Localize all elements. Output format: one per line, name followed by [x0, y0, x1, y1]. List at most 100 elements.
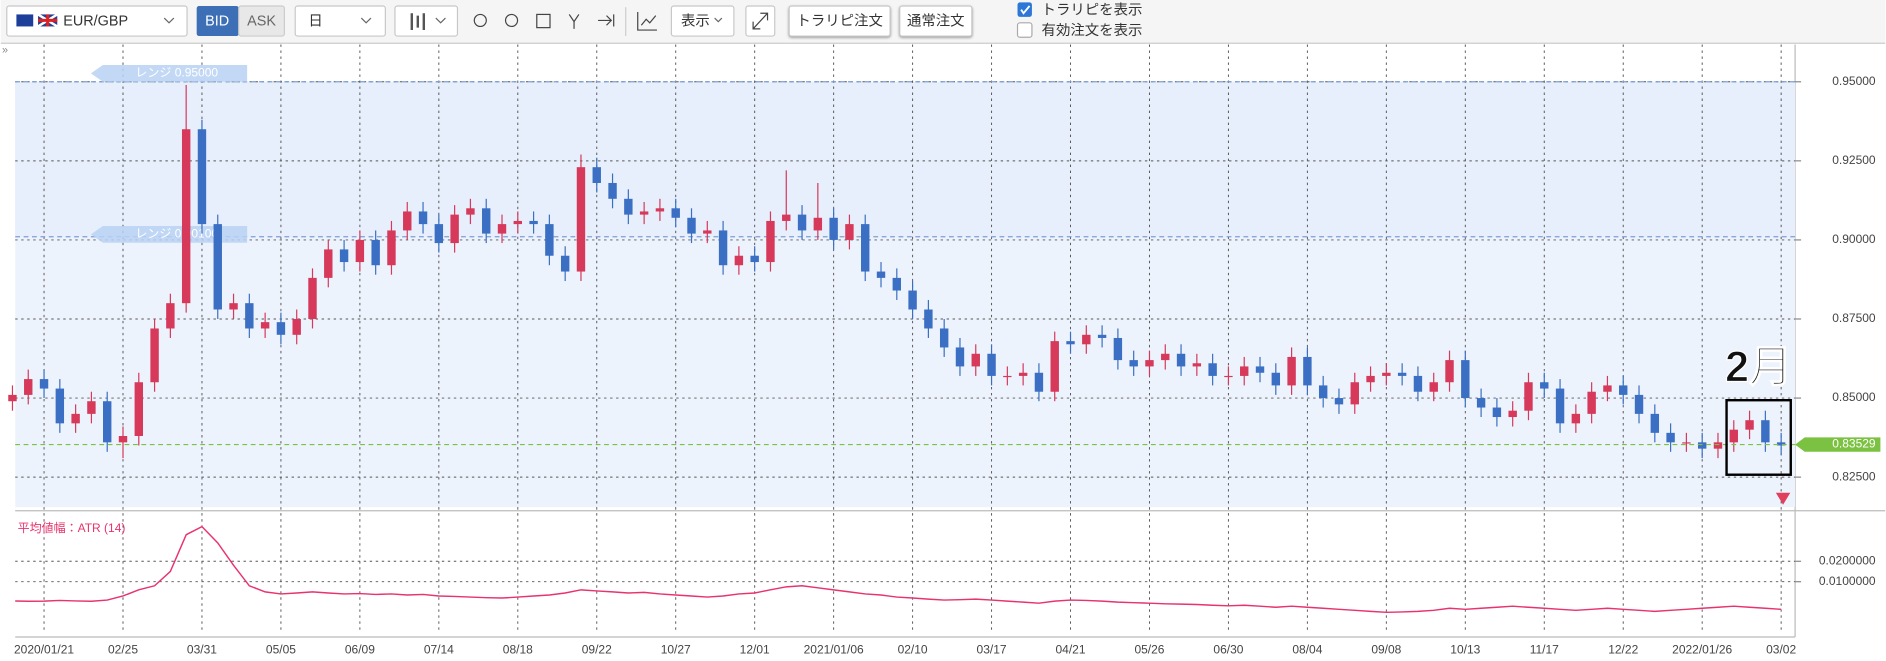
show-trarepi: トラリピを表示	[1042, 2, 1143, 19]
alert-marker	[1775, 492, 1791, 505]
candle-body	[1240, 366, 1249, 376]
candle-body	[513, 220, 523, 225]
x-tick-label: 05/26	[1134, 642, 1164, 656]
candle-body	[718, 230, 728, 266]
y-tick-label: 0.0100000	[1819, 574, 1876, 588]
x-tick-label: 10/27	[661, 642, 691, 656]
candle-body	[797, 214, 807, 231]
chart-type-select[interactable]	[394, 5, 459, 37]
candle-body	[1082, 334, 1091, 345]
y-tick-label: 0.0200000	[1819, 553, 1876, 567]
candle-body	[1382, 372, 1391, 376]
candle-body	[971, 353, 980, 367]
x-tick-label: 2022/01/26	[1672, 642, 1732, 656]
timeframe-select[interactable]	[294, 5, 386, 37]
candle-body	[1145, 360, 1154, 367]
candle-body	[766, 220, 775, 263]
display-select[interactable]	[670, 5, 735, 37]
y-tick-label: 0.92500	[1832, 153, 1876, 167]
checkbox-checked[interactable]	[1017, 2, 1032, 17]
x-tick-label: 03/31	[187, 642, 217, 656]
candle-body	[87, 401, 96, 414]
zoom-out-icon[interactable]	[504, 13, 519, 28]
candle-body	[560, 255, 570, 272]
x-tick-label: 05/05	[266, 642, 296, 656]
candle-body	[1176, 353, 1186, 367]
candle-body	[1603, 385, 1612, 392]
candle-body	[624, 198, 633, 215]
candle-body	[1540, 382, 1549, 389]
candle-body	[687, 217, 696, 234]
candle-body	[1350, 382, 1359, 405]
candle-body	[1208, 363, 1217, 376]
timeframe: 日	[308, 13, 322, 29]
candle-icon	[410, 13, 426, 31]
expand-icon	[752, 12, 769, 30]
candle-body	[197, 129, 207, 225]
trarepi-order-button[interactable]	[788, 5, 891, 37]
y-tick-label: 0.90000	[1832, 232, 1876, 246]
candle-body	[876, 271, 886, 278]
candle-body	[608, 182, 617, 199]
candle-body	[1619, 385, 1628, 395]
candle-body	[1697, 442, 1707, 449]
x-tick-label: 08/04	[1292, 642, 1322, 656]
candle-body	[1745, 420, 1754, 430]
latest-icon[interactable]	[598, 14, 615, 27]
candle-body	[418, 211, 428, 225]
candle-body	[1650, 413, 1660, 433]
atr-title: 平均値幅：ATR (14)	[18, 520, 126, 535]
collapse-arrow[interactable]: »	[2, 44, 8, 56]
candle-body	[497, 224, 507, 234]
candle-body	[403, 211, 412, 231]
candle-body	[1097, 334, 1107, 338]
x-tick-label: 06/09	[345, 642, 375, 656]
candle-body	[1255, 366, 1265, 373]
trarepi-order: トラリピ注文	[796, 12, 882, 29]
candle-body	[39, 379, 49, 389]
candle-body	[1729, 429, 1738, 443]
chevron	[163, 17, 175, 24]
candle-body	[1161, 353, 1170, 361]
candle-body	[529, 220, 538, 225]
candle-body	[1129, 360, 1138, 367]
symbol-select[interactable]	[6, 5, 188, 37]
candle-body	[734, 255, 744, 266]
fit-icon[interactable]	[536, 13, 551, 29]
candle-body	[1524, 382, 1533, 411]
x-tick-label: 12/01	[740, 642, 770, 656]
candle-body	[292, 318, 301, 335]
lock-icon[interactable]	[568, 14, 580, 29]
bid-button[interactable]	[196, 6, 239, 37]
candle-body	[1682, 442, 1691, 444]
candle-body	[1713, 442, 1723, 449]
candle-body	[987, 353, 996, 376]
candle-body	[134, 382, 143, 437]
y-tick-label: 0.87500	[1832, 311, 1876, 325]
x-tick-label: 11/17	[1530, 642, 1559, 656]
candle-body	[1461, 360, 1470, 399]
candle-body	[371, 239, 380, 266]
candle-body	[829, 217, 838, 240]
candle-body	[1413, 375, 1423, 392]
candle-body	[1318, 385, 1328, 399]
candle-body	[1776, 442, 1786, 446]
ask-button[interactable]	[238, 5, 286, 37]
zoom-in-icon[interactable]	[473, 13, 487, 28]
candle-body	[1224, 375, 1233, 378]
candle-body	[1397, 372, 1407, 376]
annotation: 2月	[1725, 344, 1792, 392]
x-tick-label: 02/25	[108, 642, 138, 656]
range-tag	[90, 64, 248, 82]
candle-body	[955, 347, 965, 367]
candle-body	[1508, 410, 1517, 418]
candle-body	[1271, 372, 1281, 386]
checkbox[interactable]	[1016, 22, 1033, 38]
normal-order-button[interactable]	[899, 5, 973, 37]
candle-body	[1003, 375, 1012, 378]
candle-body	[1429, 382, 1438, 392]
candle-body	[1066, 341, 1075, 345]
range-tag	[90, 225, 248, 243]
indicator-icon[interactable]	[637, 12, 657, 31]
candle-body	[1587, 391, 1596, 414]
